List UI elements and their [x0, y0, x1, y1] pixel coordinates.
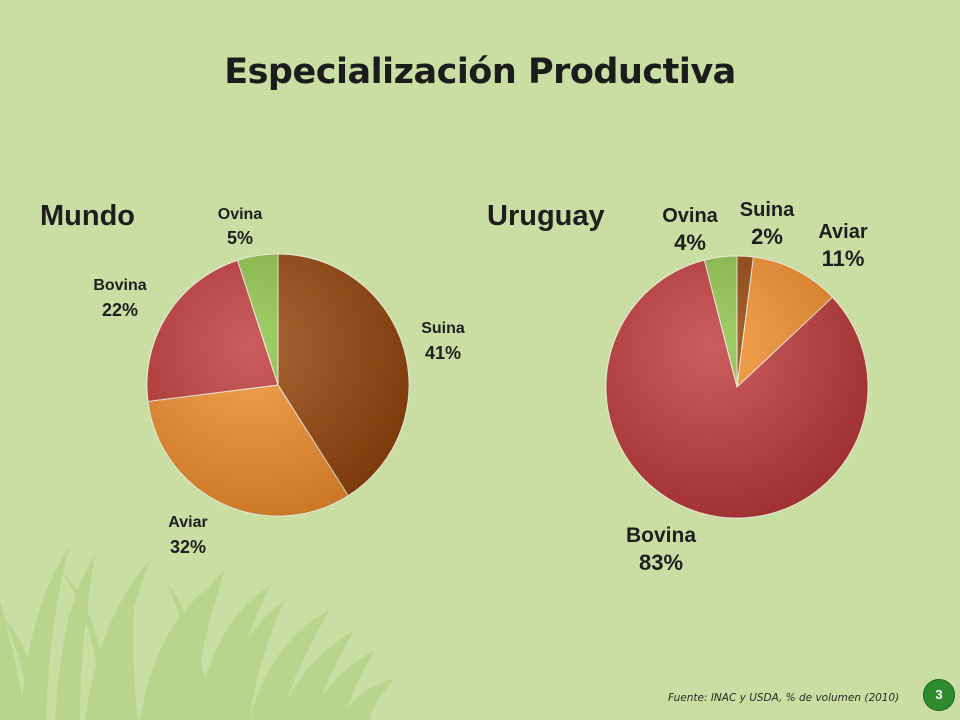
chart-title-uruguay: Uruguay	[487, 200, 605, 232]
value-uruguay-ovina: 4%	[674, 230, 706, 255]
shading-mundo	[147, 254, 409, 516]
value-mundo-aviar: 32%	[170, 537, 206, 557]
chart-title-mundo: Mundo	[40, 200, 136, 232]
label-uruguay-aviar: Aviar	[818, 221, 868, 243]
value-mundo-ovina: 5%	[227, 228, 253, 248]
label-mundo-suina: Suina	[421, 320, 465, 337]
source-note: Fuente: INAC y USDA, % de volumen (2010)	[668, 692, 900, 704]
page-number-badge: 3	[923, 679, 955, 711]
label-uruguay-suina: Suina	[740, 199, 795, 221]
value-mundo-bovina: 22%	[102, 300, 138, 320]
pie-mundo	[146, 253, 410, 517]
label-uruguay-bovina: Bovina	[626, 524, 696, 547]
shading-uruguay	[606, 256, 868, 518]
pie-uruguay	[605, 255, 869, 519]
label-mundo-bovina: Bovina	[93, 277, 146, 294]
label-uruguay-ovina: Ovina	[662, 205, 718, 227]
value-uruguay-suina: 2%	[751, 224, 783, 249]
label-mundo-ovina: Ovina	[218, 206, 263, 223]
value-mundo-suina: 41%	[425, 343, 461, 363]
value-uruguay-aviar: 11%	[822, 246, 865, 271]
slide-title: Especialización Productiva	[224, 52, 736, 92]
label-mundo-aviar: Aviar	[168, 514, 207, 531]
value-uruguay-bovina: 83%	[639, 550, 683, 575]
